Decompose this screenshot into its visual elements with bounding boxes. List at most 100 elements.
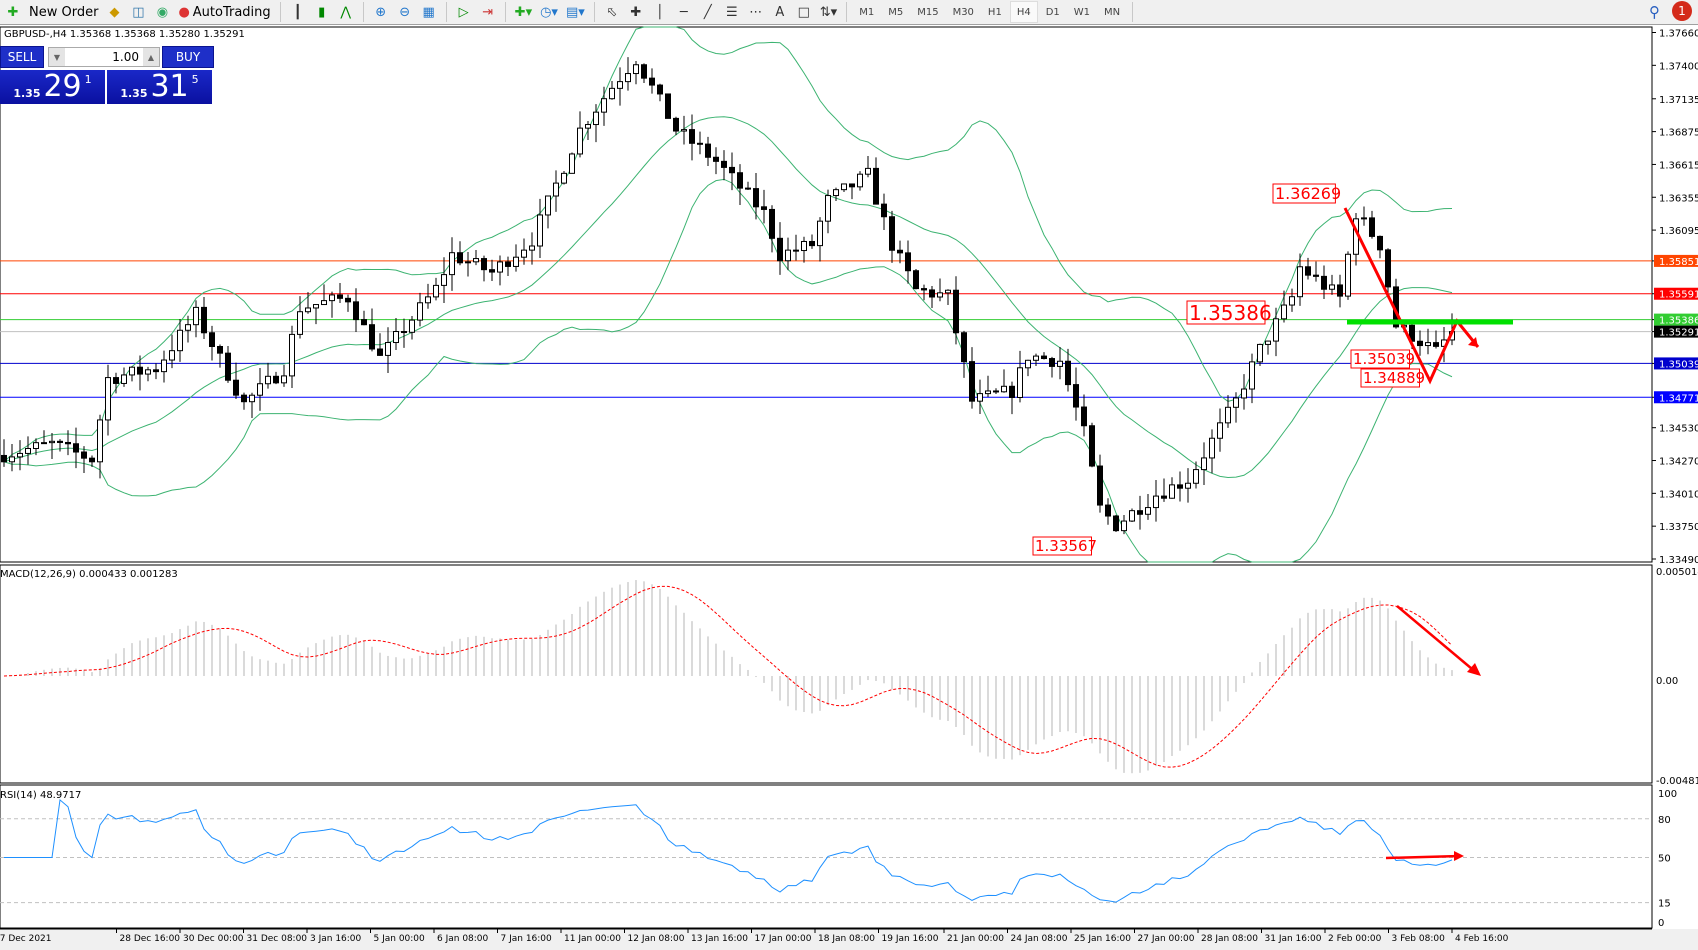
autoscroll-icon[interactable]: ▷	[458, 4, 469, 20]
rsi-axis-label: 50	[1658, 854, 1671, 865]
candle	[57, 440, 63, 443]
candle	[17, 452, 23, 458]
lot-decrease-button[interactable]: ▼	[49, 48, 65, 66]
autotrading-icon: ●	[178, 4, 190, 20]
candle	[41, 442, 47, 445]
signals-icon[interactable]: ◉	[156, 4, 169, 20]
text-icon[interactable]: A	[775, 4, 785, 20]
fibonacci-icon[interactable]: ⋯	[749, 4, 763, 20]
timeframe-h1[interactable]: H1	[987, 6, 1002, 18]
price-level-tag	[1654, 287, 1698, 300]
candle	[1049, 358, 1055, 367]
time-axis-label: 21 Jan 00:00	[947, 934, 1004, 944]
zoom-out-icon[interactable]: ⊖	[399, 4, 411, 20]
candle	[1297, 266, 1303, 298]
timeframe-d1[interactable]: D1	[1045, 6, 1060, 18]
vertical-line-icon[interactable]: │	[655, 4, 664, 20]
time-axis-label: 2 Feb 00:00	[1328, 934, 1382, 944]
rsi-label: RSI(14) 48.9717	[0, 790, 81, 801]
buy-button[interactable]: BUY	[162, 46, 214, 68]
buy-price-prefix: 1.35	[120, 87, 148, 100]
zoom-in-icon[interactable]: ⊕	[375, 4, 387, 20]
lot-size-value[interactable]: 1.00	[112, 50, 139, 64]
candle	[825, 195, 831, 222]
timeframe-m30[interactable]: M30	[952, 6, 974, 18]
time-axis-label: 24 Jan 08:00	[1011, 934, 1068, 944]
equidistant-channel-icon[interactable]: ☰	[725, 4, 738, 20]
cursor-icon[interactable]: ⬁	[606, 4, 618, 20]
candle	[49, 440, 55, 444]
periods-icon[interactable]: ◷▾	[540, 4, 558, 20]
sell-button[interactable]: SELL	[0, 46, 44, 68]
horizontal-line-icon[interactable]: ─	[679, 4, 688, 20]
trendline-icon[interactable]: ╱	[703, 4, 712, 20]
time-axis-label: 27 Jan 00:00	[1138, 934, 1195, 944]
timeframe-m15[interactable]: M15	[917, 6, 939, 18]
bollinger-middle-band	[3, 116, 1453, 479]
candle	[1169, 484, 1175, 499]
candle	[265, 375, 271, 385]
candle	[841, 183, 847, 191]
chart-shift-icon[interactable]: ⇥	[482, 4, 494, 20]
separator	[593, 2, 595, 22]
candle	[937, 292, 943, 298]
autotrading-button[interactable]: ● AutoTrading	[175, 1, 273, 23]
candle	[721, 160, 727, 168]
sell-price-button[interactable]: 1.35 29 1	[0, 70, 105, 104]
rsi-trend-arrow	[1385, 854, 1461, 860]
candle	[1089, 425, 1095, 467]
candle	[1345, 253, 1351, 297]
candle	[729, 166, 735, 174]
sell-price-fraction: 1	[84, 73, 92, 86]
buy-price-button[interactable]: 1.35 31 5	[107, 70, 212, 104]
line-chart-icon[interactable]: ⋀	[340, 4, 351, 20]
separator	[846, 2, 848, 22]
chart-canvas[interactable]: MACD(12,26,9) 0.000433 0.001283 0.005014 0…	[0, 25, 1698, 950]
indicators-icon[interactable]: ✚▾	[514, 4, 533, 20]
candle	[977, 393, 983, 402]
arrows-icon[interactable]: ⇅▾	[819, 4, 838, 20]
timeframe-w1[interactable]: W1	[1073, 6, 1091, 18]
notification-badge[interactable]: 1	[1672, 1, 1692, 21]
new-order-icon[interactable]: ✚	[7, 4, 19, 20]
crosshair-icon[interactable]: ✚	[630, 4, 642, 20]
candle	[249, 394, 255, 403]
time-axis-label: 25 Jan 16:00	[1074, 934, 1131, 944]
new-order-button[interactable]: New Order	[26, 1, 101, 23]
text-label-icon[interactable]: □	[797, 4, 810, 20]
lot-increase-button[interactable]: ▲	[143, 48, 159, 66]
candle	[953, 289, 959, 334]
time-axis-label: 13 Jan 16:00	[691, 934, 748, 944]
candle	[817, 220, 823, 247]
candle	[1161, 495, 1167, 499]
bar-chart-icon[interactable]: ┃	[293, 4, 302, 20]
search-icon[interactable]: ⚲	[1649, 3, 1660, 21]
terminal-icon[interactable]: ◫	[132, 4, 145, 20]
time-axis-label: 28 Dec 16:00	[120, 934, 181, 944]
arrow-head-icon	[1468, 337, 1478, 347]
arrow-head-icon	[1454, 851, 1464, 861]
timeframe-mn[interactable]: MN	[1104, 6, 1121, 18]
templates-icon[interactable]: ▤▾	[565, 4, 585, 20]
candle	[529, 245, 535, 251]
lot-size-input[interactable]: ▼ 1.00 ▲	[48, 47, 160, 67]
metaeditor-icon[interactable]: ◆	[109, 4, 120, 20]
price-axis-label: 1.33490	[1659, 555, 1698, 566]
candle	[369, 324, 375, 350]
timeframe-m5[interactable]: M5	[888, 6, 904, 18]
candle	[609, 87, 615, 100]
candle	[217, 346, 223, 354]
separator	[1132, 2, 1134, 22]
candle	[1009, 385, 1015, 398]
time-axis-label: 3 Jan 16:00	[310, 934, 362, 944]
time-axis-label: 7 Jan 16:00	[501, 934, 553, 944]
candlestick-icon[interactable]: ▮	[318, 4, 326, 20]
timeframe-h4[interactable]: H4	[1009, 1, 1038, 23]
tile-windows-icon[interactable]: ▦	[422, 4, 435, 20]
timeframe-m1[interactable]: M1	[859, 6, 875, 18]
main-panel	[0, 26, 1653, 563]
macd-axis-label: -0.004812	[1656, 776, 1698, 787]
candle	[857, 173, 863, 188]
price-annotation-label: 1.33567	[1035, 537, 1097, 555]
candle	[865, 167, 871, 175]
